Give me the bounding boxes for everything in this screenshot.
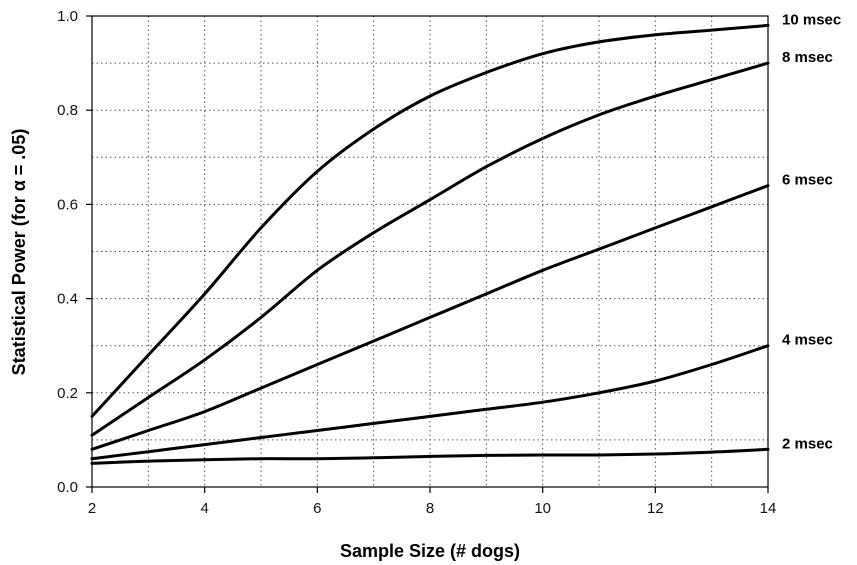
labels: 2 4 6 8 10 12 14 0.0 0.2 0.4 0.6 0.8 1.0 10 msec 8 mse… — [57, 8, 841, 517]
series-label: 8 msec — [782, 49, 833, 66]
x-axis-title: Sample Size (# dogs) — [340, 541, 520, 561]
series-line — [90, 447, 770, 465]
y-tick-label: 0.2 — [57, 385, 78, 402]
x-tick-label: 10 — [534, 500, 551, 517]
series-label: 4 msec — [782, 332, 833, 349]
y-tick-label: 0.4 — [57, 291, 78, 308]
series-lines — [90, 23, 770, 465]
y-axis-title: Statistical Power (for α = .05) — [9, 129, 29, 376]
x-tick-label: 12 — [647, 500, 664, 517]
y-tick-label: 1.0 — [57, 8, 78, 25]
series-line — [90, 61, 770, 437]
x-tick-label: 14 — [760, 500, 777, 517]
axes — [86, 15, 769, 493]
x-tick-label: 6 — [313, 500, 321, 517]
series-line — [90, 23, 770, 418]
x-tick-label: 2 — [88, 500, 96, 517]
y-tick-label: 0.0 — [57, 479, 78, 496]
series-label: 6 msec — [782, 172, 833, 189]
series-line — [90, 184, 770, 451]
series-line — [90, 344, 770, 461]
series-label: 2 msec — [782, 435, 833, 452]
y-tick-label: 0.8 — [57, 102, 78, 119]
y-tick-label: 0.6 — [57, 196, 78, 213]
series-label: 10 msec — [782, 11, 841, 28]
x-tick-label: 4 — [200, 500, 208, 517]
x-tick-label: 8 — [426, 500, 434, 517]
